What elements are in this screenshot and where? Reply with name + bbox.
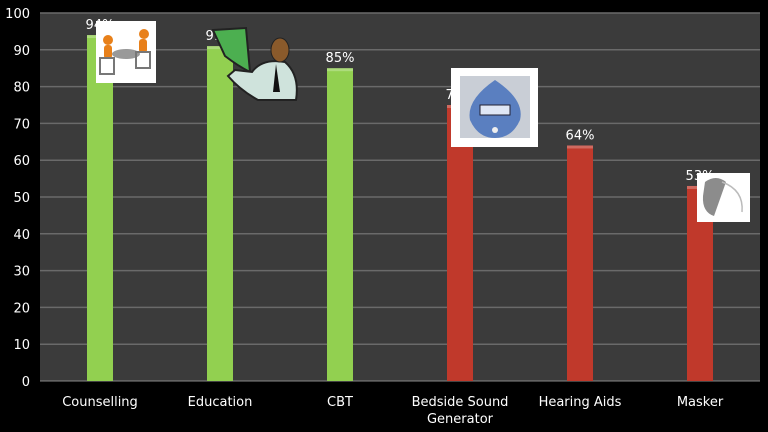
y-tick-label: 100 (5, 7, 30, 22)
bar-highlight (327, 68, 353, 72)
bar-hearing-aids (567, 145, 593, 381)
y-tick-label: 30 (13, 265, 30, 280)
x-tick-label: Generator (427, 412, 494, 427)
x-tick-label: Education (188, 395, 253, 410)
bar-counselling (87, 35, 113, 381)
y-tick-label: 10 (13, 338, 30, 353)
bar-highlight (567, 145, 593, 149)
meeting-clipart-image (96, 21, 156, 83)
hearing-aid-image (697, 173, 750, 222)
y-tick-label: 40 (13, 228, 30, 243)
y-tick-label: 50 (13, 191, 30, 206)
bar-bedside-sound-generator (447, 105, 473, 381)
y-tick-label: 0 (22, 375, 30, 390)
y-tick-label: 20 (13, 301, 30, 316)
bar-cbt (327, 68, 353, 381)
data-label: 85% (326, 51, 355, 66)
bar-highlight (207, 46, 233, 50)
x-tick-label: Counselling (62, 395, 138, 410)
sound-generator-image (451, 68, 538, 147)
y-tick-label: 70 (13, 117, 30, 132)
x-tick-label: Masker (677, 395, 724, 410)
x-tick-label: CBT (327, 395, 353, 410)
presenter-clipart-image (211, 26, 298, 101)
y-tick-label: 80 (13, 81, 30, 96)
y-tick-label: 90 (13, 44, 30, 59)
y-tick-label: 60 (13, 154, 30, 169)
bar-education (207, 46, 233, 382)
x-tick-label: Bedside Sound (412, 395, 509, 410)
data-label: 64% (566, 128, 595, 143)
x-tick-label: Hearing Aids (539, 395, 622, 410)
